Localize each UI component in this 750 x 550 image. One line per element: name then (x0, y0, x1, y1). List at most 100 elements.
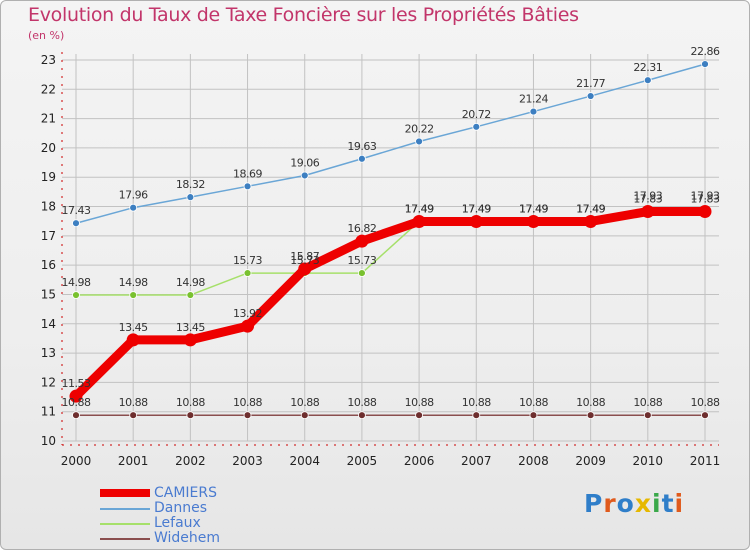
y-tick-label: 20 (41, 141, 56, 155)
data-point-dannes[interactable] (243, 182, 252, 191)
data-point-camiers[interactable] (698, 205, 712, 219)
x-tick-label: 2002 (175, 454, 206, 468)
data-label-dannes: 17.96 (119, 189, 148, 202)
y-tick-label: 17 (41, 229, 56, 243)
data-label-lefaux: 15.73 (347, 254, 376, 267)
proxiti-logo[interactable]: Proxiti (584, 489, 684, 518)
data-point-camiers[interactable] (584, 214, 598, 228)
data-label-lefaux: 14.98 (176, 276, 205, 289)
data-label-lefaux: 15.73 (233, 254, 262, 267)
data-point-dannes[interactable] (358, 154, 366, 163)
x-tick-label: 2011 (690, 454, 721, 468)
data-label-widehem: 10.88 (347, 396, 376, 409)
data-label-dannes: 21.77 (576, 77, 605, 90)
data-point-camiers[interactable] (641, 205, 655, 219)
logo-letter: x (634, 489, 652, 518)
data-point-camiers[interactable] (412, 214, 426, 228)
data-point-dannes[interactable] (415, 137, 423, 146)
data-label-widehem: 10.88 (290, 396, 319, 409)
series-line-camiers[interactable] (71, 207, 710, 401)
data-label-lefaux: 15.73 (290, 254, 319, 267)
legend-swatch-widehem (100, 538, 150, 540)
x-tick-label: 2005 (347, 454, 378, 468)
data-point-camiers[interactable] (355, 234, 369, 248)
data-label-lefaux: 14.98 (119, 276, 148, 289)
data-label-dannes: 18.69 (233, 167, 262, 180)
x-tick-label: 2006 (404, 454, 435, 468)
data-label-widehem: 10.88 (233, 396, 262, 409)
data-point-dannes[interactable] (129, 203, 138, 212)
legend-label-lefaux: Lefaux (154, 515, 201, 531)
data-label-dannes: 20.72 (462, 108, 491, 121)
data-point-camiers[interactable] (469, 214, 483, 228)
data-point-camiers[interactable] (241, 319, 255, 333)
data-point-lefaux[interactable] (129, 291, 138, 299)
data-point-dannes[interactable] (529, 107, 538, 116)
data-label-camiers: 17.49 (576, 202, 605, 215)
legend-label-dannes: Dannes (154, 500, 208, 516)
y-tick-label: 22 (41, 82, 56, 96)
data-point-widehem[interactable] (243, 411, 252, 420)
data-point-widehem[interactable] (186, 411, 195, 420)
data-point-widehem[interactable] (358, 411, 366, 420)
data-point-dannes[interactable] (72, 219, 80, 228)
data-label-lefaux: 17.93 (633, 190, 662, 203)
data-point-camiers[interactable] (69, 389, 83, 403)
data-point-camiers[interactable] (126, 333, 140, 347)
data-point-widehem[interactable] (300, 411, 309, 420)
data-label-dannes: 22.86 (691, 45, 720, 58)
y-tick-label: 23 (41, 53, 56, 67)
data-point-lefaux[interactable] (186, 291, 195, 299)
data-point-widehem[interactable] (72, 411, 80, 420)
data-point-widehem[interactable] (129, 411, 138, 420)
data-point-camiers[interactable] (183, 333, 197, 347)
y-tick-label: 13 (41, 346, 56, 360)
data-point-dannes[interactable] (586, 92, 595, 100)
data-point-widehem[interactable] (701, 411, 709, 420)
data-point-widehem[interactable] (643, 411, 652, 420)
data-label-widehem: 10.88 (633, 396, 662, 409)
data-label-camiers: 13.45 (176, 321, 205, 334)
y-tick-label: 14 (41, 317, 56, 331)
data-label-lefaux: 14.98 (62, 276, 91, 289)
data-label-camiers: 17.49 (462, 202, 491, 215)
data-label-camiers: 16.82 (347, 222, 376, 235)
data-point-widehem[interactable] (415, 411, 423, 420)
y-tick-label: 12 (41, 375, 56, 389)
data-label-widehem: 10.88 (176, 396, 205, 409)
data-label-dannes: 18.32 (176, 178, 205, 191)
y-tick-label: 10 (41, 434, 56, 448)
data-label-dannes: 19.63 (347, 140, 376, 153)
data-point-dannes[interactable] (472, 122, 481, 131)
legend-label-camiers: CAMIERS (154, 485, 218, 501)
logo-letter: i (674, 489, 685, 518)
data-point-widehem[interactable] (472, 411, 481, 420)
data-label-lefaux: 17.49 (519, 202, 548, 215)
data-label-camiers: 17.83 (691, 193, 720, 206)
data-label-camiers: 13.92 (233, 307, 262, 320)
data-point-camiers[interactable] (298, 262, 312, 276)
data-point-lefaux[interactable] (72, 291, 80, 299)
data-point-lefaux[interactable] (243, 269, 252, 277)
data-label-lefaux: 17.49 (462, 202, 491, 215)
series-line-dannes[interactable] (75, 63, 706, 224)
data-label-widehem: 10.88 (576, 396, 605, 409)
x-tick-label: 2007 (461, 454, 492, 468)
legend-swatch-camiers (100, 489, 150, 497)
data-label-camiers: 17.49 (405, 202, 434, 215)
data-point-dannes[interactable] (643, 76, 652, 85)
data-point-lefaux[interactable] (358, 269, 366, 277)
data-label-dannes: 20.22 (405, 122, 434, 135)
data-point-widehem[interactable] (586, 411, 595, 420)
data-point-dannes[interactable] (186, 193, 195, 202)
data-point-camiers[interactable] (526, 214, 540, 228)
data-label-dannes: 19.06 (290, 156, 319, 169)
legend-swatch-dannes (100, 508, 150, 510)
data-point-dannes[interactable] (300, 171, 309, 180)
logo-letter: o (616, 489, 635, 518)
data-point-dannes[interactable] (701, 60, 709, 69)
y-tick-label: 19 (41, 170, 56, 184)
legend-label-widehem: Widehem (154, 530, 221, 546)
data-point-widehem[interactable] (529, 411, 538, 420)
